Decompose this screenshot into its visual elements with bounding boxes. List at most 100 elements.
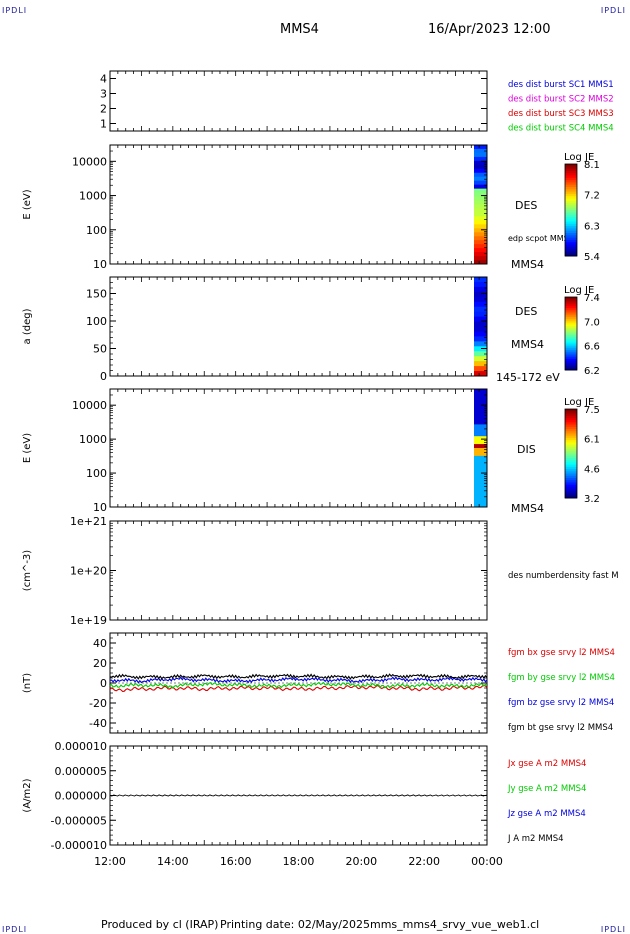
des-energy-colorbar-cell: [565, 251, 577, 255]
des-pitch-ytick: 150: [86, 288, 107, 301]
des-energy-spectrogram-cell: [474, 260, 487, 265]
des-energy-instrument: DES: [515, 199, 537, 212]
des-pitch-colorbar-title: Log JE: [564, 285, 594, 296]
des-pitch-colorbar-cell: [565, 315, 577, 318]
current-ytick: -0.000005: [51, 814, 107, 827]
des-pitch-spectrogram-cell: [474, 301, 487, 308]
des-energy-colorbar-cell: [565, 166, 577, 170]
des-energy-colorbar-cell: [565, 164, 577, 167]
dis-energy-spectrogram-cell: [474, 448, 487, 453]
des-energy-colorbar-cell: [565, 200, 577, 204]
dis-energy-spectrogram-cell: [474, 424, 487, 429]
dis-energy-spectrogram-cell: [474, 436, 487, 441]
des-energy-colorbar-cell: [565, 205, 577, 209]
des-energy-spectrogram-cell: [474, 145, 487, 150]
des-pitch-energy-range: 145-172 eV: [496, 371, 560, 384]
dis-energy-spectrogram-cell: [474, 487, 487, 492]
density-ytick: 1e+21: [70, 515, 107, 528]
des-energy-colorbar-cell: [565, 191, 577, 195]
dis-energy-spectrogram-cell: [474, 408, 487, 414]
des-pitch-spectrogram-cell: [474, 286, 487, 293]
time-axis-label: 18:00: [283, 855, 315, 868]
dis-energy-spectrogram-cell: [474, 495, 487, 500]
dis-energy-spectrogram-cell: [474, 444, 487, 449]
dis-energy-colorbar-cell: [565, 469, 577, 472]
des-energy-spectrogram-cell: [474, 196, 487, 202]
density-ytick: 1e+19: [70, 614, 107, 627]
des-pitch-colorbar-tick: 7.0: [584, 317, 600, 328]
dis-energy-colorbar-cell: [565, 437, 577, 441]
dis-energy-sc-label: MMS4: [511, 502, 544, 515]
dis-energy-spectrogram-cell: [474, 389, 487, 394]
dis-energy-spectrogram-cell: [474, 459, 487, 465]
footer-produced-by: Produced by cl (IRAP): [101, 918, 219, 931]
density-legend-entry: des numberdensity fast M: [508, 571, 619, 581]
dis-energy-colorbar-cell: [565, 473, 577, 477]
density-ylabel: (cm^-3): [22, 550, 33, 591]
des-pitch-colorbar-cell: [565, 326, 577, 329]
des-pitch-colorbar-cell: [565, 337, 577, 340]
dis-energy-colorbar-cell: [565, 471, 577, 475]
bfield-legend-entry: fgm bt gse srvy l2 MMS4: [508, 723, 613, 733]
dis-energy-spectrogram-cell: [474, 416, 487, 421]
dis-energy-colorbar-cell: [565, 417, 577, 421]
des-energy-colorbar-tick: 6.3: [584, 221, 600, 232]
des-pitch-ylabel: a (deg): [22, 308, 33, 344]
des-energy-ytick: 1000: [79, 190, 107, 203]
des-pitch-spectrogram-cell: [474, 321, 487, 327]
dis-energy-colorbar-cell: [565, 422, 577, 426]
burst-ytick: 1: [100, 118, 107, 131]
dis-energy-colorbar-cell: [565, 475, 577, 479]
des-pitch-ytick: 50: [93, 343, 107, 356]
corner-tag-top-left: IPDLI: [2, 6, 28, 15]
des-pitch-colorbar-cell: [565, 304, 577, 307]
des-energy-colorbar-cell: [565, 214, 577, 218]
dis-energy-spectrogram-cell: [474, 451, 487, 457]
des-pitch-colorbar-cell: [565, 357, 577, 360]
des-pitch-colorbar-cell: [565, 368, 577, 371]
des-energy-spectrogram-cell: [474, 156, 487, 162]
des-pitch-spectrogram-cell: [474, 371, 487, 377]
corner-tag-bottom-left: IPDLI: [2, 925, 28, 934]
des-energy-colorbar-cell: [565, 173, 577, 176]
des-pitch-colorbar-cell: [565, 359, 577, 362]
des-energy-colorbar-border: [564, 163, 578, 257]
dis-energy-colorbar-cell: [565, 486, 577, 490]
panel-density-frame: [109, 520, 488, 621]
panel-des-pitch-frame: [109, 276, 488, 377]
des-pitch-sc-label: MMS4: [511, 338, 544, 351]
des-pitch-colorbar-cell: [565, 322, 577, 325]
des-energy-spectrogram-cell: [474, 148, 487, 154]
des-pitch-colorbar-cell: [565, 344, 577, 347]
corner-tag-top-right: IPDLI: [600, 6, 626, 15]
des-pitch-colorbar-cell: [565, 329, 577, 333]
des-pitch-colorbar-cell: [565, 348, 577, 351]
des-pitch-spectrogram-cell: [474, 341, 487, 347]
des-pitch-colorbar-border: [564, 296, 578, 371]
bfield-ytick: 20: [93, 657, 107, 670]
des-pitch-colorbar-cell: [565, 351, 577, 355]
des-energy-colorbar-cell: [565, 187, 577, 190]
des-pitch-colorbar-cell: [565, 306, 577, 309]
des-energy-ylabel: E (eV): [22, 189, 33, 219]
des-energy-spectrogram-cell: [474, 180, 487, 186]
des-pitch-spectrogram-cell: [474, 296, 487, 303]
des-energy-spectrogram-cell: [474, 168, 487, 174]
des-energy-spectrogram-cell: [474, 184, 487, 190]
des-energy-colorbar-cell: [565, 196, 577, 199]
des-energy-spectrogram-cell: [474, 216, 487, 221]
des-energy-overlay-label: edp scpot MMS4: [508, 234, 574, 243]
des-pitch-spectrogram-cell: [474, 346, 487, 352]
spacecraft-title: MMS4: [280, 22, 319, 37]
dis-energy-colorbar-tick: 4.6: [584, 464, 600, 475]
des-energy-spectrogram-cell: [474, 212, 487, 217]
des-energy-colorbar-cell: [565, 219, 577, 222]
bfield-ytick: 0: [100, 677, 107, 690]
time-axis-label: 00:00: [471, 855, 503, 868]
dis-energy-spectrogram-cell: [474, 455, 487, 461]
des-energy-colorbar-tick: 8.1: [584, 160, 600, 171]
des-pitch-spectrogram-cell: [474, 277, 487, 283]
dis-energy-colorbar-cell: [565, 429, 577, 432]
dis-energy-spectrogram-cell: [474, 479, 487, 484]
panel-des-energy-frame: [109, 144, 488, 265]
